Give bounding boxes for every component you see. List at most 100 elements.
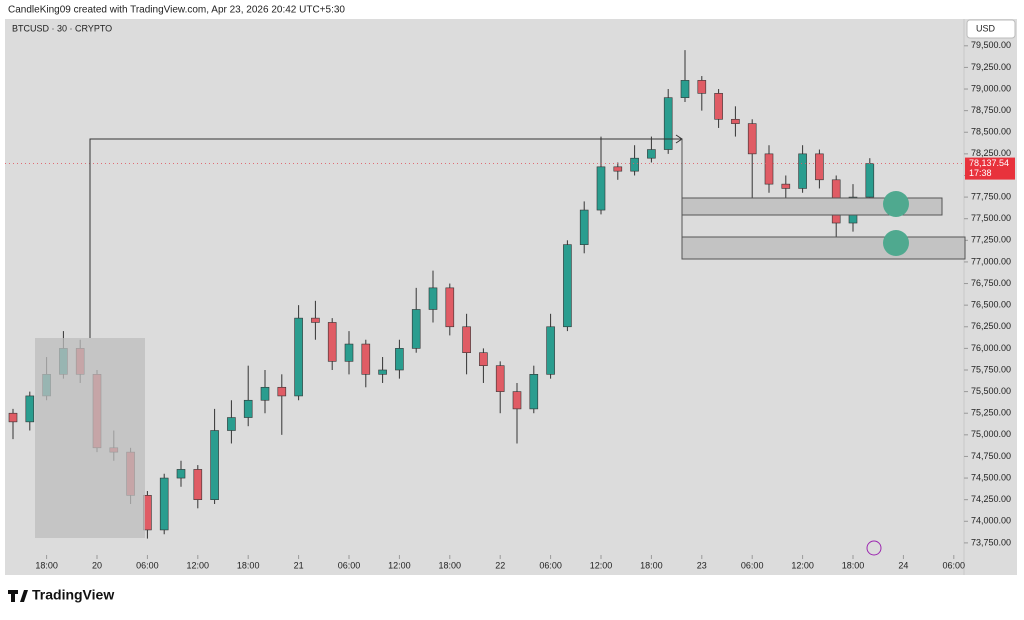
x-tick-label: 06:00 [539,560,562,570]
candle-body [714,93,723,120]
candle-body [731,118,740,124]
x-tick-label: 24 [898,560,908,570]
candle-body [395,348,404,371]
x-tick-label: 06:00 [136,560,159,570]
x-tick-label: 18:00 [237,560,260,570]
candle-body [361,343,371,375]
y-tick-label: 77,000.00 [971,256,1011,266]
candle-body [546,326,555,375]
x-tick-label: 21 [294,560,304,570]
candle-body [227,417,236,431]
arrow-line [89,138,682,338]
y-tick-label: 77,500.00 [971,213,1011,223]
candle-body [764,153,774,185]
candle-body [663,97,673,150]
y-tick-label: 79,000.00 [971,83,1011,93]
candle-body [613,166,623,172]
candle-body [176,469,186,479]
y-tick-label: 74,000.00 [971,516,1011,526]
candle-body [647,149,656,159]
candle-body [512,391,522,410]
candle-body [815,153,824,181]
candle-body [159,477,169,531]
currency-box[interactable] [966,19,1016,39]
x-tick-label: 12:00 [791,560,814,570]
chart-bg [5,19,1017,575]
y-tick-label: 74,500.00 [971,472,1011,482]
x-tick-label: 23 [697,560,707,570]
y-tick-label: 73,750.00 [971,537,1011,547]
event-icon[interactable] [866,540,882,556]
x-tick-label: 06:00 [741,560,764,570]
candle-body [529,374,539,410]
candle-body [243,399,253,418]
x-tick-label: 12:00 [590,560,613,570]
symbol: BTCUSD · 30 · CRYPTO [12,23,112,33]
candle-body [344,343,354,362]
candle-body [193,469,203,500]
last-price-label: 78,137.54 [969,158,1009,168]
candle-body [8,412,18,423]
y-tick-label: 79,500.00 [971,40,1011,50]
candle-body [428,287,438,310]
plot: 73,750.00 74,000.00 74,250.00 74,500.00 74,7… [5,40,1015,570]
candle-body [747,123,757,155]
y-tick-label: 76,750.00 [971,278,1011,288]
candle-body [311,317,320,323]
x-tick-label: 06:00 [338,560,361,570]
y-tick-label: 77,250.00 [971,235,1011,245]
candle-body [445,287,455,328]
candle-body [630,157,639,172]
range-box [35,338,145,538]
candle-body [294,317,303,397]
candle-body [411,309,421,349]
candle-body [579,209,589,245]
candle-body [260,386,270,401]
x-tick-label: 12:00 [388,560,411,570]
x-tick-label: 20 [92,560,102,570]
last-price-box [965,157,1015,180]
candle-body [865,163,875,198]
x-tick-label: 18:00 [35,560,58,570]
candle-body [277,386,287,397]
y-tick-label: 76,250.00 [971,321,1011,331]
candle-body [462,326,471,354]
y-tick-label: 75,750.00 [971,364,1011,374]
y-tick-label: 77,750.00 [971,191,1011,201]
marker-circle [883,191,909,217]
y-tick-label: 78,500.00 [971,127,1011,137]
candle-body [327,322,337,362]
x-tick-label: 18:00 [842,560,865,570]
y-tick-label: 75,500.00 [971,386,1011,396]
countdown: 17:38 [969,168,992,178]
y-tick-label: 78,750.00 [971,105,1011,115]
candle-body [697,80,707,94]
y-tick-label: 78,250.00 [971,148,1011,158]
y-tick-label: 76,000.00 [971,343,1011,353]
y-tick-label: 76,500.00 [971,300,1011,310]
zone-box [681,197,943,216]
x-tick-label: 06:00 [943,560,966,570]
logo-text: TradingView [32,587,114,603]
x-tick-label: 18:00 [640,560,663,570]
marker-circle [883,230,909,256]
y-tick-label: 75,000.00 [971,429,1011,439]
logo: TradingView [8,587,114,603]
currency[interactable]: USD [976,23,996,33]
candle-body [210,430,219,500]
logo-mark [8,590,28,602]
candle-body [680,80,690,98]
attribution: CandleKing09 created with TradingView.co… [8,5,345,16]
candle-body [378,369,387,375]
candle-body [479,352,488,366]
y-tick-label: 74,750.00 [971,451,1011,461]
x-tick-label: 12:00 [187,560,210,570]
zone-box [681,236,966,260]
candle-body [798,153,807,189]
y-tick-label: 74,250.00 [971,494,1011,504]
candle-body [596,166,606,211]
x-tick-label: 18:00 [439,560,462,570]
candle-body [495,365,505,392]
y-tick-label: 79,250.00 [971,62,1011,72]
candle-body [563,244,572,328]
